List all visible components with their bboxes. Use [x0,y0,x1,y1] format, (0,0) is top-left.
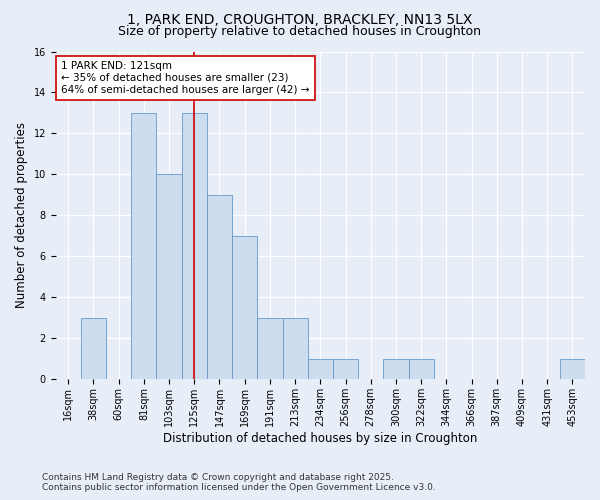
Text: 1 PARK END: 121sqm
← 35% of detached houses are smaller (23)
64% of semi-detache: 1 PARK END: 121sqm ← 35% of detached hou… [61,62,310,94]
Y-axis label: Number of detached properties: Number of detached properties [15,122,28,308]
Text: Size of property relative to detached houses in Croughton: Size of property relative to detached ho… [119,25,482,38]
Bar [157,174,182,380]
Text: Contains HM Land Registry data © Crown copyright and database right 2025.
Contai: Contains HM Land Registry data © Crown c… [42,473,436,492]
Bar [409,359,434,380]
Bar [81,318,106,380]
X-axis label: Distribution of detached houses by size in Croughton: Distribution of detached houses by size … [163,432,478,445]
Bar [207,195,232,380]
Bar [182,113,207,380]
Bar [257,318,283,380]
Bar [232,236,257,380]
Bar [283,318,308,380]
Bar [333,359,358,380]
Bar [560,359,585,380]
Bar [308,359,333,380]
Bar [383,359,409,380]
Text: 1, PARK END, CROUGHTON, BRACKLEY, NN13 5LX: 1, PARK END, CROUGHTON, BRACKLEY, NN13 5… [127,12,473,26]
Bar [131,113,157,380]
